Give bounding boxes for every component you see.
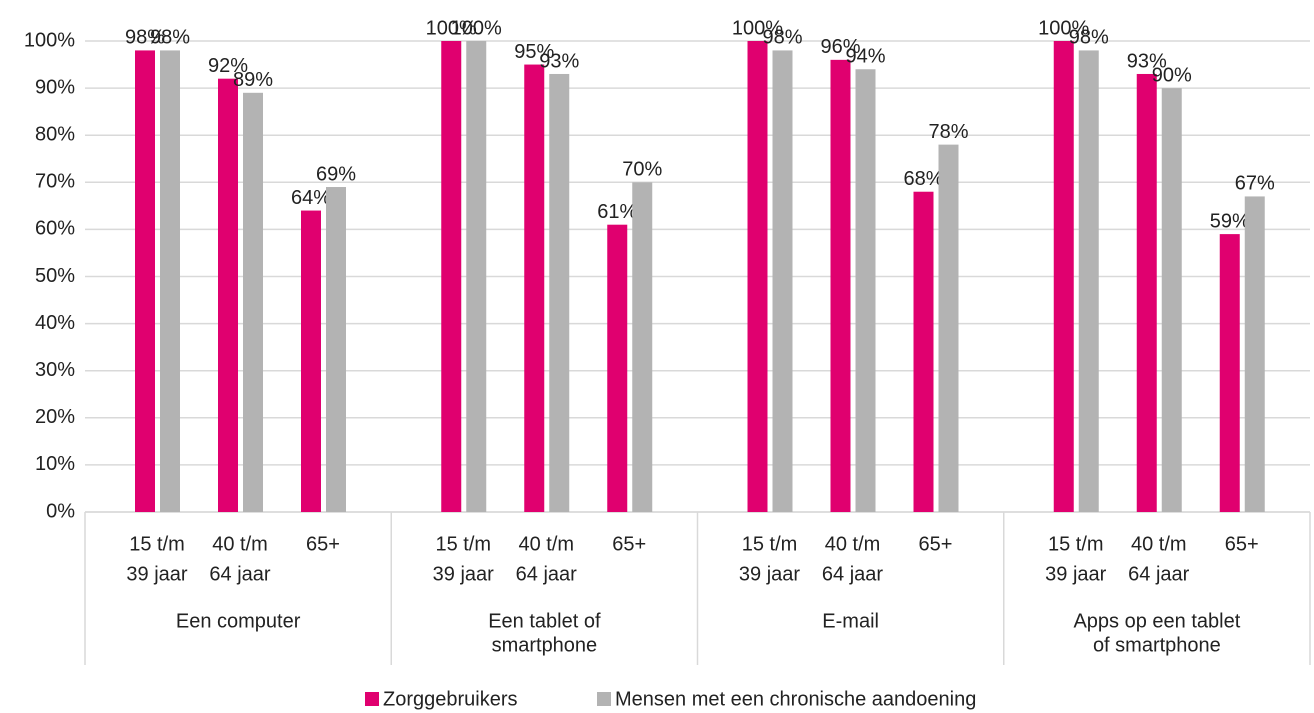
bar: [524, 64, 545, 513]
value-label: 78%: [928, 121, 968, 143]
y-tick-label: 80%: [35, 123, 75, 145]
value-label: 90%: [1152, 64, 1192, 86]
y-tick-label: 60%: [35, 218, 75, 240]
y-tick-label: 10%: [35, 453, 75, 475]
legend-label: Mensen met een chronische aandoening: [615, 688, 976, 710]
value-label: 89%: [233, 69, 273, 91]
value-label: 64%: [291, 187, 331, 209]
x-tick-label: 15 t/m: [435, 533, 491, 555]
y-tick-label: 50%: [35, 265, 75, 287]
bar: [301, 210, 321, 512]
bar: [243, 92, 263, 512]
value-label: 98%: [125, 27, 165, 49]
value-label: 100%: [732, 17, 783, 39]
bar: [549, 73, 570, 512]
bar: [1244, 196, 1265, 512]
value-label: 93%: [1127, 50, 1167, 72]
value-label: 69%: [316, 163, 356, 185]
group-label: smartphone: [492, 634, 598, 656]
x-tick-label: 39 jaar: [739, 563, 800, 585]
bar: [913, 191, 934, 512]
bar: [747, 41, 768, 512]
value-label: 98%: [150, 27, 190, 49]
x-tick-label: 64 jaar: [516, 563, 577, 585]
value-label: 100%: [451, 17, 502, 39]
bar: [1161, 88, 1182, 512]
value-label: 100%: [426, 17, 477, 39]
y-tick-label: 40%: [35, 312, 75, 334]
value-label: 92%: [208, 55, 248, 77]
bar: [326, 187, 346, 512]
x-tick-label: 39 jaar: [126, 563, 187, 585]
value-label: 93%: [539, 50, 579, 72]
x-tick-label: 39 jaar: [433, 563, 494, 585]
y-tick-label: 90%: [35, 76, 75, 98]
bar: [218, 78, 238, 513]
x-tick-label: 64 jaar: [822, 563, 883, 585]
legend-swatch: [597, 692, 611, 706]
group-label: Apps op een tablet: [1073, 610, 1240, 632]
y-tick-label: 70%: [35, 171, 75, 193]
value-label: 98%: [1069, 27, 1109, 49]
bar: [632, 182, 653, 513]
x-tick-label: 64 jaar: [209, 563, 270, 585]
bar: [1219, 234, 1240, 513]
bar: [855, 69, 876, 512]
x-tick-label: 65+: [612, 533, 646, 555]
x-tick-label: 65+: [306, 533, 340, 555]
bar: [1078, 50, 1099, 513]
x-tick-label: 40 t/m: [1131, 533, 1187, 555]
group-label: E-mail: [822, 610, 879, 632]
x-tick-label: 15 t/m: [129, 533, 185, 555]
bar: [160, 50, 180, 513]
bar: [466, 41, 487, 512]
bar: [1136, 73, 1157, 512]
x-tick-label: 64 jaar: [1128, 563, 1189, 585]
y-tick-label: 20%: [35, 406, 75, 428]
x-tick-label: 65+: [919, 533, 953, 555]
value-label: 96%: [820, 36, 860, 58]
value-label: 67%: [1235, 173, 1275, 195]
value-label: 68%: [903, 168, 943, 190]
x-tick-label: 39 jaar: [1045, 563, 1106, 585]
value-label: 95%: [514, 41, 554, 63]
y-tick-label: 0%: [46, 500, 75, 522]
value-label: 59%: [1210, 210, 1250, 232]
x-tick-label: 65+: [1225, 533, 1259, 555]
group-label: Een tablet of: [488, 610, 601, 632]
value-label: 70%: [622, 159, 662, 181]
x-tick-label: 15 t/m: [1048, 533, 1104, 555]
value-label: 100%: [1038, 17, 1089, 39]
bar: [607, 224, 628, 512]
group-label: of smartphone: [1093, 634, 1221, 656]
bar: [441, 41, 462, 512]
bar: [772, 50, 793, 513]
y-tick-label: 100%: [24, 29, 75, 51]
x-tick-label: 40 t/m: [518, 533, 574, 555]
value-label: 98%: [762, 27, 802, 49]
legend-swatch: [365, 692, 379, 706]
bar: [830, 59, 851, 513]
bar: [135, 50, 155, 513]
bar: [938, 144, 959, 512]
legend-label: Zorggebruikers: [383, 688, 518, 710]
value-label: 94%: [845, 46, 885, 68]
x-tick-label: 40 t/m: [212, 533, 268, 555]
x-tick-label: 40 t/m: [825, 533, 881, 555]
y-tick-label: 30%: [35, 359, 75, 381]
value-label: 61%: [597, 201, 637, 223]
group-label: Een computer: [176, 610, 301, 632]
x-tick-label: 15 t/m: [742, 533, 798, 555]
bar: [1053, 41, 1074, 512]
